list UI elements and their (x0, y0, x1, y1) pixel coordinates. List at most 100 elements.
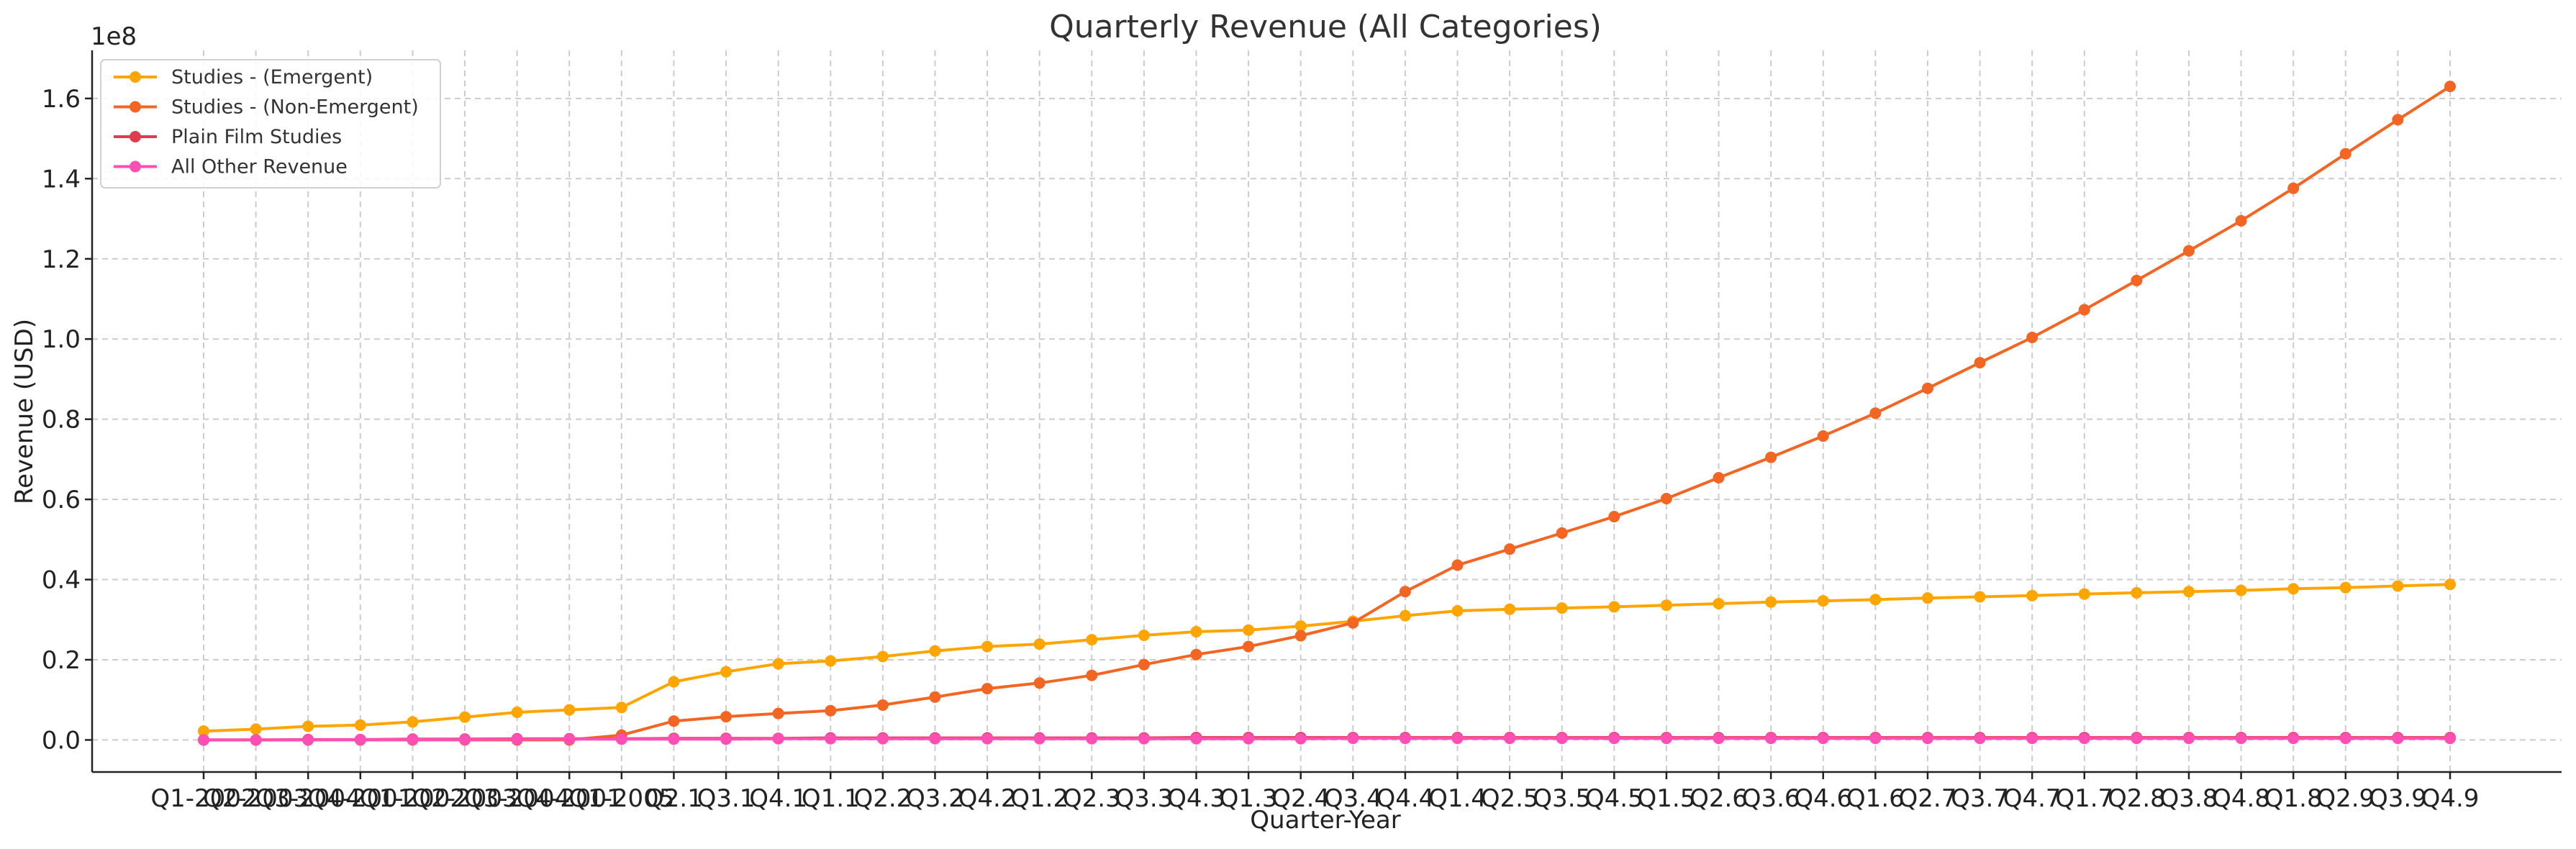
data-point (1504, 603, 1516, 615)
x-tick-label: Q1-2002 (360, 784, 466, 813)
series-line (204, 85, 2452, 742)
series-group (198, 81, 2456, 746)
y-tick-label: 0.6 (42, 486, 81, 514)
data-point (1243, 732, 1255, 745)
axis-spines (91, 50, 2562, 773)
data-point (2235, 584, 2247, 596)
data-point (250, 723, 262, 735)
x-tick-label: Q1.2 (1010, 784, 1069, 813)
data-point (1138, 629, 1150, 641)
x-tick-label: Q3.7 (1951, 784, 2009, 813)
data-point (1504, 732, 1516, 745)
legend: Studies - (Emergent) Studies - (Non-Emerg… (100, 59, 441, 189)
x-tick-label: Q2.2 (853, 784, 912, 813)
data-point (615, 702, 627, 714)
data-point (2131, 274, 2143, 286)
x-tick-label: Q2.6 (1690, 784, 1748, 813)
y-tick-label: 0.8 (42, 406, 81, 435)
y-tick-label: 0.0 (42, 726, 81, 755)
x-tick-label: Q3.3 (1115, 784, 1173, 813)
data-point (1556, 602, 1568, 614)
data-point (2131, 586, 2143, 599)
data-point (2182, 732, 2195, 745)
x-tick-label: Q2.5 (1481, 784, 1539, 813)
x-axis-ticks: Q1-2002Q2-2003Q3-2004Q4-2001Q1-2002Q2-20… (150, 772, 2479, 813)
grid-lines (92, 50, 2562, 772)
data-point (1086, 732, 1098, 745)
data-point (1347, 617, 1359, 629)
data-point (1243, 640, 1255, 653)
chart-title: Quarterly Revenue (All Categories) (1049, 9, 1602, 45)
data-point (1660, 599, 1672, 612)
x-tick-label: Q1.4 (1428, 784, 1487, 813)
data-point (511, 733, 523, 745)
data-point (1921, 592, 1933, 604)
data-point (1660, 492, 1672, 504)
x-tick-label: Q2.4 (1271, 784, 1330, 813)
x-tick-label: Q4.9 (2421, 784, 2480, 813)
data-point (1556, 732, 1568, 745)
x-tick-label: Q3.8 (2160, 784, 2218, 813)
series-line (204, 737, 2450, 742)
data-point (1086, 669, 1098, 681)
data-point (1399, 732, 1411, 745)
data-point (1190, 648, 1202, 660)
data-point (2235, 214, 2247, 227)
data-point (1294, 732, 1307, 745)
x-tick-label: Q1.8 (2264, 784, 2323, 813)
data-point (2026, 331, 2038, 343)
x-tick-label: Q3.2 (906, 784, 964, 813)
data-point (2287, 732, 2300, 745)
data-point (1086, 634, 1098, 646)
data-point (1504, 543, 1516, 555)
data-point (1608, 601, 1620, 613)
x-tick-label: Q4-2001 (307, 784, 413, 813)
data-point (563, 704, 576, 716)
data-point (2444, 81, 2456, 93)
x-axis-label: Quarter-Year (1250, 806, 1400, 835)
data-point (720, 711, 733, 723)
data-point (981, 732, 994, 745)
x-tick-label: Q3.4 (1324, 784, 1382, 813)
data-point (2392, 732, 2404, 745)
data-point (615, 733, 627, 745)
x-tick-label: Q2.3 (1063, 784, 1121, 813)
data-point (1138, 658, 1150, 671)
legend-label: Studies - (Non-Emergent) (171, 96, 419, 119)
data-point (1033, 732, 1046, 745)
x-tick-label: Q3-2004 (464, 784, 570, 813)
y-tick-label: 0.2 (42, 646, 81, 675)
data-point (876, 732, 889, 745)
data-point (1138, 732, 1150, 745)
y-tick-label: 1.6 (42, 85, 81, 114)
data-point (2444, 578, 2456, 591)
data-point (668, 676, 680, 688)
data-point (825, 704, 837, 717)
data-point (1347, 732, 1359, 745)
data-point (1921, 732, 1933, 745)
data-point (2026, 732, 2038, 745)
data-point (1765, 451, 1777, 463)
data-point (772, 658, 784, 670)
x-tick-label: Q3.6 (1742, 784, 1800, 813)
data-point (1713, 732, 1725, 745)
x-tick-label: Q2.7 (1899, 784, 1957, 813)
data-point (2339, 581, 2351, 594)
data-point (459, 733, 471, 745)
y-tick-label: 0.4 (42, 566, 81, 595)
data-point (354, 719, 366, 731)
data-point (302, 720, 314, 732)
data-point (563, 733, 576, 745)
data-point (1294, 620, 1307, 632)
x-tick-label: Q1-2005 (568, 784, 674, 813)
x-tick-label: Q2-2003 (203, 784, 309, 813)
y-axis-offset-label: 1e8 (91, 22, 137, 51)
data-point (825, 655, 837, 667)
data-point (1974, 732, 1986, 745)
data-point (407, 716, 419, 728)
data-point (2131, 732, 2143, 745)
data-point (929, 691, 941, 703)
data-point (2182, 586, 2195, 598)
data-point (1190, 732, 1202, 745)
data-point (1451, 732, 1464, 745)
